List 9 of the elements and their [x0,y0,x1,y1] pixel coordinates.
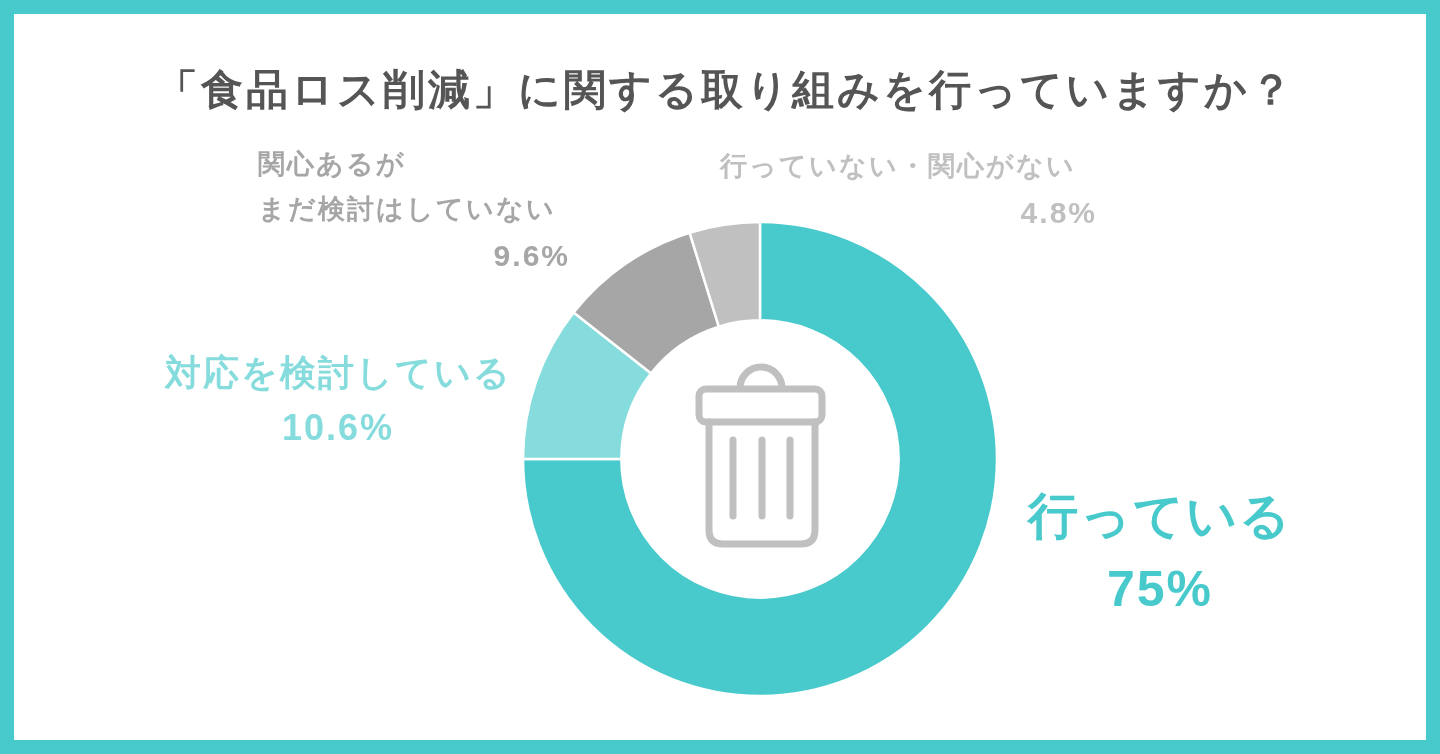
slice-label: 行っている [1026,488,1292,544]
data-label: 10.6% [281,407,395,448]
slice-label: 行っていない・関心がない [719,151,1076,181]
chart-title: 「食品ロス削減」に関する取り組みを行っていますか？ [155,66,1295,113]
data-label: 75% [1106,561,1214,617]
slice-label: 関心あるがまだ検討はしていない [258,149,556,224]
data-label: 4.8% [1020,196,1097,229]
data-label: 9.6% [493,239,570,272]
slice-label: 対応を検討している [163,352,512,393]
